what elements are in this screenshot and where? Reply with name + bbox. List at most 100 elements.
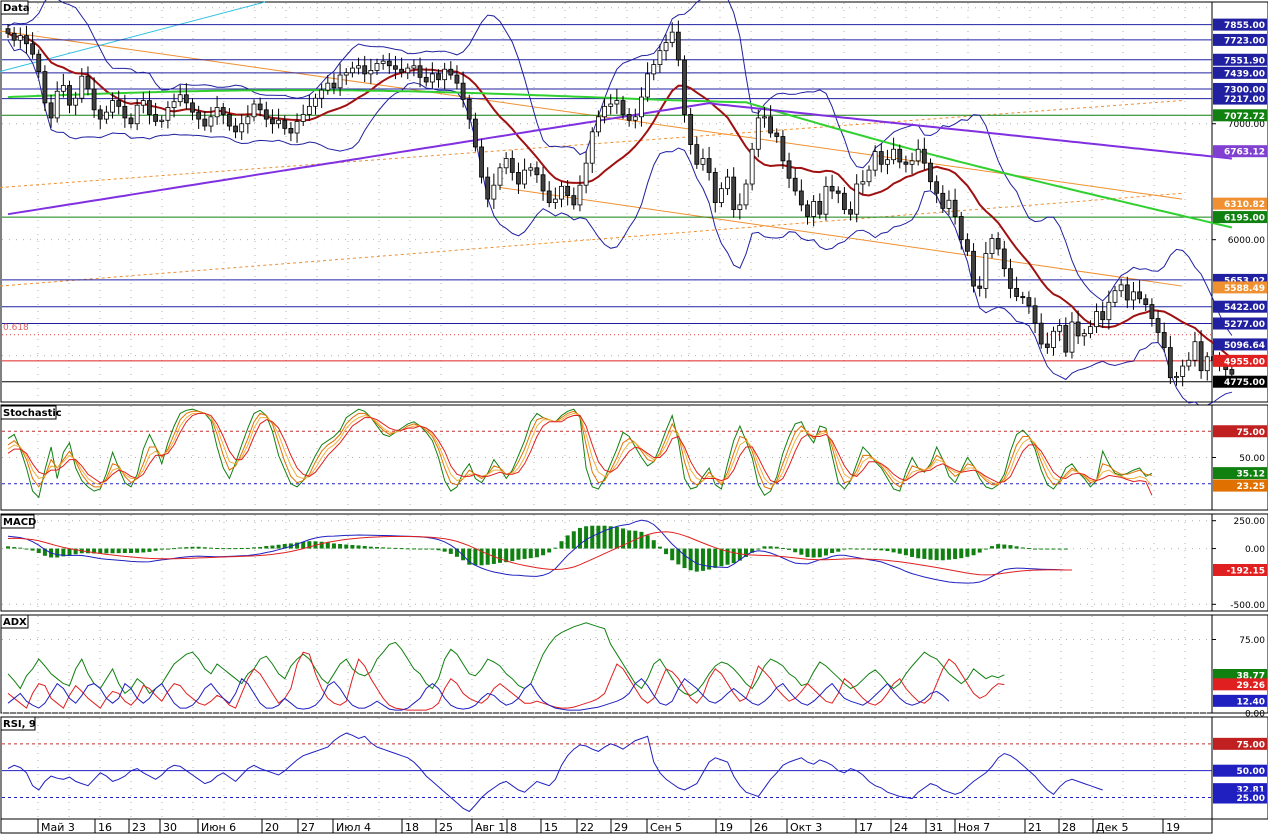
price-level-label-box: [1213, 317, 1267, 330]
macd-histogram-bar: [448, 548, 453, 554]
rsi-panel-value-label-box: [1213, 791, 1267, 804]
macd-histogram-bar: [547, 548, 552, 553]
candle-body: [343, 72, 349, 76]
macd-histogram-bar: [639, 531, 644, 549]
price-level-label-box: [1213, 66, 1267, 79]
macd-histogram-bar: [762, 546, 767, 549]
macd-panel-title-box: [0, 514, 35, 529]
adx-panel-tick-label: 75.00: [1239, 636, 1265, 646]
macd-histogram-bar: [55, 548, 60, 558]
macd-histogram-bar: [418, 548, 423, 550]
macd-histogram-bar: [307, 541, 312, 549]
bollinger-upper-line: [7, 0, 1233, 336]
macd-histogram-bar: [1033, 548, 1038, 550]
macd-histogram-bar: [331, 543, 336, 549]
price-panel-title: Data: [3, 3, 30, 14]
candle-body: [386, 60, 392, 67]
candle-body: [626, 114, 632, 121]
macd-histogram-bar: [473, 548, 478, 566]
candle-body: [460, 82, 466, 100]
candle-body: [436, 73, 441, 81]
price-value-label-box: [1213, 145, 1267, 158]
candle-body: [263, 109, 269, 120]
macd-histogram-bar: [897, 548, 902, 554]
candle-body: [1131, 291, 1136, 301]
x-axis-tick-label: 16: [98, 821, 112, 834]
macd-histogram-bar: [805, 548, 810, 558]
macd-histogram-bar: [258, 547, 263, 549]
x-axis-tick-label: 27: [301, 821, 315, 834]
candle-body: [380, 60, 386, 64]
candle-body: [577, 184, 583, 206]
macd-histogram-bar: [946, 548, 951, 560]
candle-body: [848, 209, 853, 215]
macd-histogram-bar: [381, 547, 386, 549]
macd-histogram-bar: [553, 547, 558, 549]
candle-body: [596, 116, 601, 133]
candle-body: [1020, 296, 1026, 299]
candle-body: [1118, 284, 1124, 292]
candle-body: [294, 121, 300, 134]
macd-histogram-bar: [454, 548, 459, 557]
candle-body: [1155, 318, 1161, 333]
price-level-label-box: [1213, 18, 1267, 31]
macd-histogram-bar: [147, 548, 152, 552]
candle-body: [762, 116, 767, 119]
macd-histogram-bar: [1051, 548, 1056, 550]
candle-body: [1032, 305, 1038, 324]
price-level-label-box: [1213, 92, 1267, 105]
candle-body: [546, 190, 552, 203]
macd-histogram-bar: [590, 525, 595, 549]
stochastic-panel-title: Stochastic: [3, 408, 62, 419]
price-value-label: 5096.64: [1224, 341, 1265, 351]
macd-histogram-bar: [362, 545, 367, 549]
candle-body: [1051, 330, 1056, 348]
x-axis-tick-label: 31: [929, 821, 943, 834]
candle-body: [1186, 359, 1192, 367]
macd-histogram-bar: [1008, 545, 1013, 549]
candle-body: [583, 162, 589, 186]
x-axis-tick-label: 23: [132, 821, 146, 834]
candle-body: [60, 85, 66, 92]
candle-body: [632, 116, 638, 121]
candle-body: [393, 65, 398, 70]
candle-body: [313, 97, 318, 107]
macd-histogram-bar: [1014, 546, 1019, 549]
macd-histogram-bar: [577, 527, 582, 549]
candle-body: [1149, 304, 1155, 319]
macd-histogram-bar: [399, 548, 404, 550]
candle-body: [694, 144, 700, 165]
macd-histogram-bar: [485, 548, 490, 565]
price-tick-label: 7000.00: [1228, 120, 1265, 130]
stochastic-panel-value-label-box: [1213, 467, 1267, 480]
candle-body: [835, 190, 841, 194]
trend-line-lower: [499, 187, 1183, 287]
candle-body: [725, 176, 730, 190]
macd-histogram-bar: [811, 548, 816, 558]
candle-body: [1014, 287, 1019, 297]
candle-body: [30, 43, 36, 55]
candle-body: [442, 68, 448, 81]
candle-body: [42, 71, 48, 104]
candle-body: [743, 183, 749, 206]
candle-body: [5, 28, 11, 34]
macd-histogram-bar: [6, 546, 10, 549]
candle-body: [1192, 341, 1198, 361]
stochastic-panel-value-label-box: [1213, 479, 1267, 492]
x-axis-tick-label: 30: [163, 821, 177, 834]
candle-body: [399, 68, 405, 74]
price-level-label: 7217.00: [1224, 95, 1265, 105]
candle-body: [245, 116, 251, 125]
candle-body: [116, 100, 122, 107]
candle-body: [165, 107, 171, 121]
macd-histogram-bar: [356, 545, 361, 549]
macd-histogram-bar: [325, 542, 330, 549]
candle-body: [11, 32, 17, 41]
macd-histogram-bar: [98, 548, 103, 554]
candle-body: [866, 169, 872, 183]
bollinger-lower-line: [7, 40, 1233, 408]
adx-panel-value-label-box: [1213, 694, 1267, 707]
price-value-label: 5588.49: [1224, 284, 1265, 294]
